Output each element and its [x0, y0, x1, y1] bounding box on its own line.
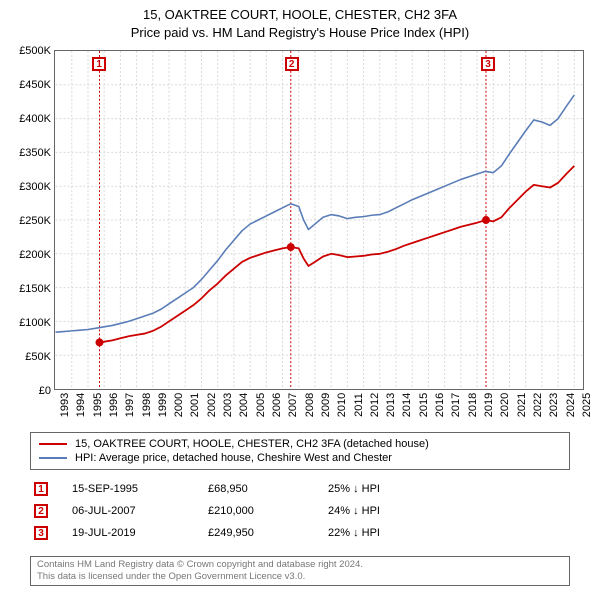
- x-tick-label: 2023: [544, 393, 560, 417]
- sales-diff: 22% ↓ HPI: [328, 527, 448, 539]
- sale-marker-box: 3: [481, 57, 495, 71]
- y-tick-label: £450K: [19, 79, 55, 91]
- y-tick-label: £50K: [25, 351, 55, 363]
- x-tick-label: 2015: [414, 393, 430, 417]
- y-tick-label: £350K: [19, 147, 55, 159]
- sale-marker-box: 1: [92, 57, 106, 71]
- sales-price: £68,950: [208, 483, 328, 495]
- series-price_paid: [99, 166, 574, 342]
- chart-svg: [55, 51, 583, 389]
- sale-marker-dot: [482, 216, 490, 224]
- x-tick-label: 2024: [561, 393, 577, 417]
- x-tick-label: 2012: [365, 393, 381, 417]
- x-tick-label: 2014: [397, 393, 413, 417]
- y-tick-label: £100K: [19, 317, 55, 329]
- sales-row-marker: 2: [34, 504, 48, 518]
- x-tick-label: 2004: [234, 393, 250, 417]
- x-tick-label: 1999: [153, 393, 169, 417]
- title-address: 15, OAKTREE COURT, HOOLE, CHESTER, CH2 3…: [0, 6, 600, 24]
- y-tick-label: £200K: [19, 249, 55, 261]
- x-tick-label: 2017: [446, 393, 462, 417]
- x-tick-label: 2016: [430, 393, 446, 417]
- y-tick-label: £250K: [19, 215, 55, 227]
- footer-attribution: Contains HM Land Registry data © Crown c…: [30, 556, 570, 586]
- x-tick-label: 2025: [577, 393, 593, 417]
- sales-row-marker: 1: [34, 482, 48, 496]
- legend-box: 15, OAKTREE COURT, HOOLE, CHESTER, CH2 3…: [30, 432, 570, 470]
- sales-row-marker: 3: [34, 526, 48, 540]
- x-tick-label: 2001: [185, 393, 201, 417]
- x-tick-label: 2006: [267, 393, 283, 417]
- x-tick-label: 2013: [381, 393, 397, 417]
- legend-swatch: [39, 443, 67, 445]
- legend-label: 15, OAKTREE COURT, HOOLE, CHESTER, CH2 3…: [75, 438, 429, 450]
- x-tick-label: 2010: [332, 393, 348, 417]
- legend-row: 15, OAKTREE COURT, HOOLE, CHESTER, CH2 3…: [39, 437, 561, 451]
- legend-swatch: [39, 457, 67, 459]
- x-tick-label: 1993: [55, 393, 71, 417]
- y-tick-label: £150K: [19, 283, 55, 295]
- sales-table: 115-SEP-1995£68,95025% ↓ HPI206-JUL-2007…: [30, 478, 570, 544]
- sales-row: 115-SEP-1995£68,95025% ↓ HPI: [30, 478, 570, 500]
- y-tick-label: £500K: [19, 45, 55, 57]
- x-tick-label: 1994: [71, 393, 87, 417]
- x-tick-label: 1996: [104, 393, 120, 417]
- y-tick-label: £0: [39, 385, 55, 397]
- title-subtitle: Price paid vs. HM Land Registry's House …: [0, 24, 600, 42]
- sales-date: 19-JUL-2019: [48, 527, 208, 539]
- x-tick-label: 2022: [528, 393, 544, 417]
- sales-date: 15-SEP-1995: [48, 483, 208, 495]
- x-tick-label: 1998: [137, 393, 153, 417]
- x-tick-label: 1997: [120, 393, 136, 417]
- x-tick-label: 2007: [283, 393, 299, 417]
- y-tick-label: £300K: [19, 181, 55, 193]
- x-tick-label: 2000: [169, 393, 185, 417]
- x-tick-label: 2009: [316, 393, 332, 417]
- sale-marker-dot: [287, 243, 295, 251]
- x-tick-label: 2018: [463, 393, 479, 417]
- sales-price: £210,000: [208, 505, 328, 517]
- x-tick-label: 2021: [512, 393, 528, 417]
- sale-marker-box: 2: [285, 57, 299, 71]
- sales-price: £249,950: [208, 527, 328, 539]
- y-tick-label: £400K: [19, 113, 55, 125]
- x-tick-label: 2020: [495, 393, 511, 417]
- chart-container: 15, OAKTREE COURT, HOOLE, CHESTER, CH2 3…: [0, 0, 600, 590]
- x-tick-label: 1995: [88, 393, 104, 417]
- sale-marker-dot: [96, 338, 104, 346]
- x-tick-label: 2019: [479, 393, 495, 417]
- sales-diff: 24% ↓ HPI: [328, 505, 448, 517]
- x-tick-label: 2003: [218, 393, 234, 417]
- sales-row: 206-JUL-2007£210,00024% ↓ HPI: [30, 500, 570, 522]
- legend-label: HPI: Average price, detached house, Ches…: [75, 452, 392, 464]
- x-tick-label: 2002: [202, 393, 218, 417]
- sales-diff: 25% ↓ HPI: [328, 483, 448, 495]
- x-tick-label: 2008: [300, 393, 316, 417]
- sales-date: 06-JUL-2007: [48, 505, 208, 517]
- footer-line2: This data is licensed under the Open Gov…: [37, 571, 563, 583]
- chart-plot-area: £0£50K£100K£150K£200K£250K£300K£350K£400…: [54, 50, 584, 390]
- sales-row: 319-JUL-2019£249,95022% ↓ HPI: [30, 522, 570, 544]
- x-tick-label: 2005: [251, 393, 267, 417]
- footer-line1: Contains HM Land Registry data © Crown c…: [37, 559, 563, 571]
- legend-row: HPI: Average price, detached house, Ches…: [39, 451, 561, 465]
- title-block: 15, OAKTREE COURT, HOOLE, CHESTER, CH2 3…: [0, 0, 600, 41]
- x-tick-label: 2011: [349, 393, 365, 417]
